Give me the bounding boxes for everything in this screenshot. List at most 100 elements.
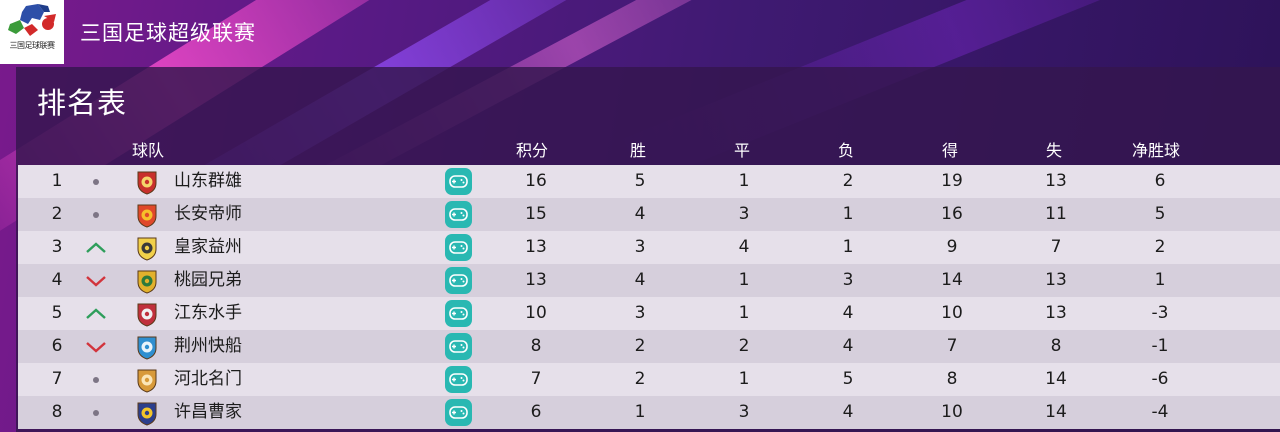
gamepad-button[interactable] [442, 396, 474, 429]
draws-value: 2 [738, 336, 750, 356]
team-crest [132, 363, 162, 396]
team-name[interactable]: 山东群雄 [174, 171, 242, 191]
losses-value: 1 [842, 204, 854, 224]
shandong-crest-icon [137, 171, 157, 195]
chevron-up-icon [86, 307, 106, 319]
goal-diff-value: 6 [1154, 171, 1166, 191]
trend-indicator [78, 330, 114, 363]
dot-icon [93, 376, 99, 383]
points-value: 10 [525, 303, 547, 323]
hebei-crest-icon [137, 369, 157, 393]
dot-icon [93, 409, 99, 416]
losses-value: 4 [842, 402, 854, 422]
wins-value: 4 [634, 270, 646, 290]
table-row[interactable]: 5 江东水手 10 3 1 4 10 13 -3 [18, 297, 1280, 330]
jiangdong-crest-icon [137, 303, 157, 327]
team-crest [132, 297, 162, 330]
gamepad-button[interactable] [442, 165, 474, 198]
goals-for-value: 16 [941, 204, 963, 224]
standings-title: 排名表 [37, 86, 128, 120]
table-row[interactable]: 6 荆州快船 8 2 2 4 7 8 -1 [18, 330, 1280, 363]
table-row[interactable]: 4 桃园兄弟 13 4 1 3 14 13 1 [18, 264, 1280, 297]
gamepad-icon[interactable] [444, 168, 472, 195]
table-row[interactable]: 2 长安帝师 15 4 3 1 16 11 5 [18, 198, 1280, 231]
col-points: 积分 [516, 141, 549, 160]
rank-number: 2 [51, 204, 63, 224]
goal-diff-value: 1 [1154, 270, 1166, 290]
losses-value: 1 [842, 237, 854, 257]
table-row[interactable]: 8 许昌曹家 6 1 3 4 10 14 -4 [18, 396, 1280, 429]
col-losses: 负 [838, 141, 855, 160]
team-name[interactable]: 河北名门 [174, 369, 242, 389]
gamepad-button[interactable] [442, 198, 474, 231]
gamepad-icon[interactable] [444, 201, 472, 228]
chevron-down-icon [86, 275, 106, 287]
losses-value: 4 [842, 303, 854, 323]
gamepad-button[interactable] [442, 264, 474, 297]
points-value: 13 [525, 237, 547, 257]
goals-for-value: 19 [941, 171, 963, 191]
gamepad-icon[interactable] [444, 267, 472, 294]
trend-indicator [78, 198, 114, 231]
trend-indicator [78, 165, 114, 198]
team-name[interactable]: 江东水手 [174, 303, 242, 323]
league-logo-icon [8, 4, 56, 36]
goal-diff-value: 2 [1154, 237, 1166, 257]
trend-indicator [78, 297, 114, 330]
gamepad-button[interactable] [442, 231, 474, 264]
table-row[interactable]: 7 河北名门 7 2 1 5 8 14 -6 [18, 363, 1280, 396]
team-name[interactable]: 许昌曹家 [174, 402, 242, 422]
rank-number: 4 [51, 270, 63, 290]
goals-against-value: 11 [1045, 204, 1067, 224]
team-name[interactable]: 桃园兄弟 [174, 270, 242, 290]
gamepad-icon[interactable] [444, 333, 472, 360]
draws-value: 1 [738, 369, 750, 389]
rank-number: 8 [51, 402, 63, 422]
goals-against-value: 13 [1045, 171, 1067, 191]
col-goal-diff: 净胜球 [1132, 141, 1181, 160]
gamepad-icon[interactable] [444, 234, 472, 261]
wins-value: 2 [634, 369, 646, 389]
league-logo-text: 三国足球联赛 [9, 41, 56, 50]
rank-number: 1 [51, 171, 63, 191]
goals-for-value: 10 [941, 402, 963, 422]
col-team: 球队 [132, 141, 165, 160]
losses-value: 5 [842, 369, 854, 389]
rank-number: 7 [51, 369, 63, 389]
wins-value: 5 [634, 171, 646, 191]
gamepad-button[interactable] [442, 297, 474, 330]
xuchang-crest-icon [137, 402, 157, 426]
gamepad-icon[interactable] [444, 399, 472, 426]
team-crest [132, 198, 162, 231]
team-name[interactable]: 皇家益州 [174, 237, 242, 257]
table-row[interactable]: 1 山东群雄 16 5 1 2 19 13 6 [18, 165, 1280, 198]
table-row[interactable]: 3 皇家益州 13 3 4 1 9 7 2 [18, 231, 1280, 264]
league-logo: 三国足球联赛 [0, 0, 64, 64]
goals-against-value: 7 [1050, 237, 1062, 257]
gamepad-icon[interactable] [444, 300, 472, 327]
taoyuan-crest-icon [137, 270, 157, 294]
team-crest [132, 330, 162, 363]
goal-diff-value: -6 [1151, 369, 1169, 389]
losses-value: 4 [842, 336, 854, 356]
rank-number: 5 [51, 303, 63, 323]
gamepad-button[interactable] [442, 363, 474, 396]
goal-diff-value: -3 [1151, 303, 1169, 323]
goals-against-value: 14 [1045, 369, 1067, 389]
rank-number: 6 [51, 336, 63, 356]
losses-value: 3 [842, 270, 854, 290]
goals-against-value: 13 [1045, 303, 1067, 323]
gamepad-icon[interactable] [444, 366, 472, 393]
goals-for-value: 14 [941, 270, 963, 290]
points-value: 13 [525, 270, 547, 290]
yizhou-crest-icon [137, 237, 157, 261]
app-title: 三国足球超级联赛 [80, 21, 256, 45]
gamepad-button[interactable] [442, 330, 474, 363]
points-value: 16 [525, 171, 547, 191]
trend-indicator [78, 363, 114, 396]
team-name[interactable]: 荆州快船 [174, 336, 242, 356]
wins-value: 4 [634, 204, 646, 224]
draws-value: 1 [738, 171, 750, 191]
draws-value: 3 [738, 204, 750, 224]
team-name[interactable]: 长安帝师 [174, 204, 242, 224]
